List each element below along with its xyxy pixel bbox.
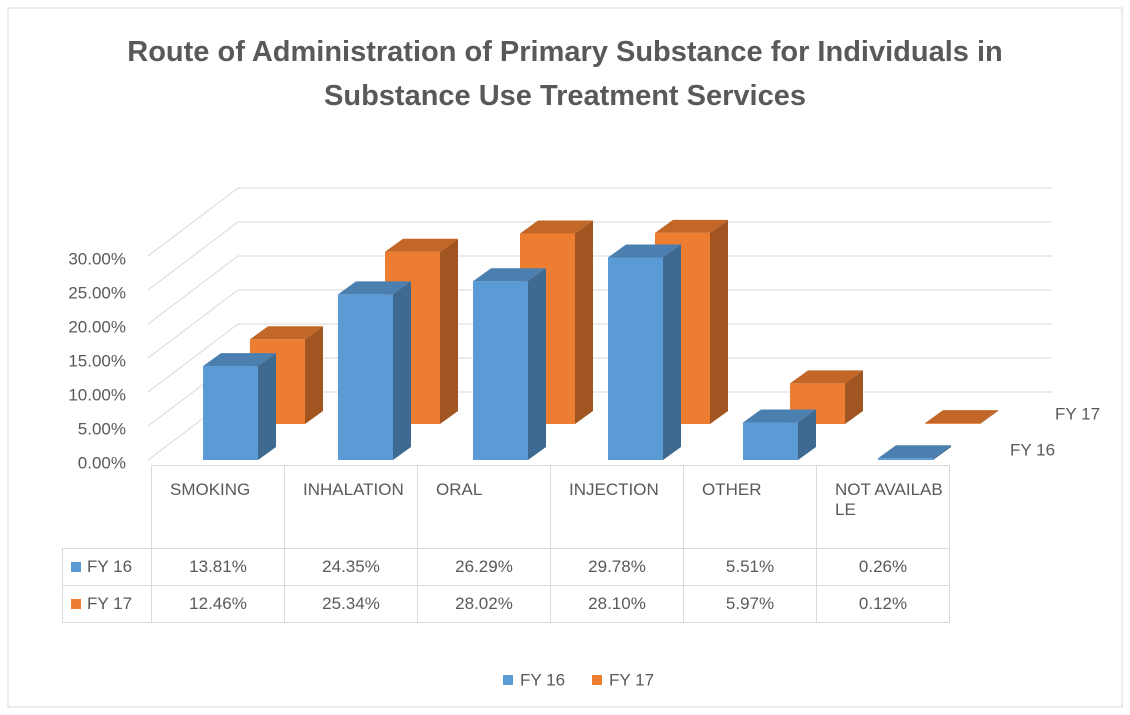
category-cell: INHALATION xyxy=(284,465,418,549)
chart-border xyxy=(7,7,1123,708)
grid-line xyxy=(147,255,1052,325)
legend-swatch xyxy=(503,675,513,685)
y-tick-label: 20.00% xyxy=(68,317,126,336)
value-cell: 5.51% xyxy=(683,548,817,586)
bar-top xyxy=(520,220,593,234)
grid-line xyxy=(147,323,1052,393)
bar xyxy=(203,353,276,460)
bar-front xyxy=(608,257,663,460)
bar-top xyxy=(385,238,458,252)
bar-top xyxy=(743,409,816,423)
blank-cell xyxy=(63,466,152,549)
bar-top xyxy=(473,268,546,282)
category-cell: OTHER xyxy=(683,465,817,549)
bar-side xyxy=(845,370,863,424)
row-label: FY 17 xyxy=(87,594,133,613)
chart-title: Route of Administration of Primary Subst… xyxy=(127,36,1003,112)
bar-front xyxy=(338,294,393,460)
bar-front xyxy=(878,458,933,460)
value-cell: 0.26% xyxy=(816,548,950,586)
legend-key xyxy=(71,562,81,572)
bar-side xyxy=(798,409,816,460)
bar xyxy=(608,244,681,460)
bar-side xyxy=(528,268,546,460)
bar-side xyxy=(933,445,951,460)
y-tick-label: 10.00% xyxy=(68,385,126,404)
legend-label: FY 17 xyxy=(609,670,654,689)
value-cell: 25.34% xyxy=(284,585,418,623)
value-cell: 13.81% xyxy=(151,548,285,586)
grid-line xyxy=(147,221,1052,291)
bar-top xyxy=(203,353,276,367)
table-header-row: SMOKING INHALATION ORAL INJECTION OTHER NOT A… xyxy=(63,465,950,549)
y-tick-label: 30.00% xyxy=(68,249,126,268)
bar-front xyxy=(473,281,528,460)
depth-label: FY 17 xyxy=(1055,404,1100,423)
y-tick-label: 25.00% xyxy=(68,283,126,302)
y-tick-label: 15.00% xyxy=(68,351,126,370)
bar-side xyxy=(575,220,593,424)
category-cell: INJECTION xyxy=(550,465,684,549)
value-cell: 0.12% xyxy=(816,585,950,623)
value-cell: 24.35% xyxy=(284,548,418,586)
y-tick-label: 0.00% xyxy=(78,453,126,472)
category-cell: NOT AVAILABLE xyxy=(816,465,950,549)
bar xyxy=(338,281,411,460)
data-table: SMOKING INHALATION ORAL INJECTION OTHER NOT A… xyxy=(62,465,950,623)
bar xyxy=(743,409,816,460)
bar xyxy=(878,445,951,460)
bar-top xyxy=(608,244,681,258)
table-row: FY 17 12.46% 25.34% 28.02% 28.10% 5.97% 0.12% xyxy=(62,585,950,623)
bar-side xyxy=(440,238,458,424)
category-cell: SMOKING xyxy=(151,465,285,549)
bar-side xyxy=(258,353,276,460)
bar-side xyxy=(305,326,323,424)
bar-top xyxy=(655,219,728,233)
bar-front xyxy=(925,423,980,424)
bar-side xyxy=(393,281,411,460)
bar-side xyxy=(980,410,998,424)
legend-label: FY 16 xyxy=(520,670,565,689)
row-header: FY 17 xyxy=(62,585,152,623)
y-tick-label: 5.00% xyxy=(78,419,126,438)
bar-top xyxy=(790,370,863,384)
bar-side xyxy=(710,219,728,424)
bar xyxy=(925,410,998,424)
table-row: FY 16 13.81% 24.35% 26.29% 29.78% 5.51% 0.26% xyxy=(62,548,950,586)
row-label: FY 16 xyxy=(87,557,133,576)
depth-label: FY 16 xyxy=(1010,440,1055,459)
value-cell: 12.46% xyxy=(151,585,285,623)
bar-side xyxy=(663,244,681,460)
value-cell: 5.97% xyxy=(683,585,817,623)
legend-swatch xyxy=(592,675,602,685)
bar xyxy=(473,268,546,460)
grid-line xyxy=(147,289,1052,359)
legend-key xyxy=(71,599,81,609)
value-cell: 26.29% xyxy=(417,548,551,586)
category-cell: ORAL xyxy=(417,465,551,549)
value-cell: 29.78% xyxy=(550,548,684,586)
bar-top xyxy=(925,410,998,424)
grid-line xyxy=(147,187,1052,257)
bar-top xyxy=(250,326,323,340)
row-header: FY 16 xyxy=(62,548,152,586)
value-cell: 28.10% xyxy=(550,585,684,623)
value-cell: 28.02% xyxy=(417,585,551,623)
bar-front xyxy=(203,366,258,460)
bar-front xyxy=(743,422,798,460)
bar-top xyxy=(878,445,951,459)
bar-top xyxy=(338,281,411,295)
